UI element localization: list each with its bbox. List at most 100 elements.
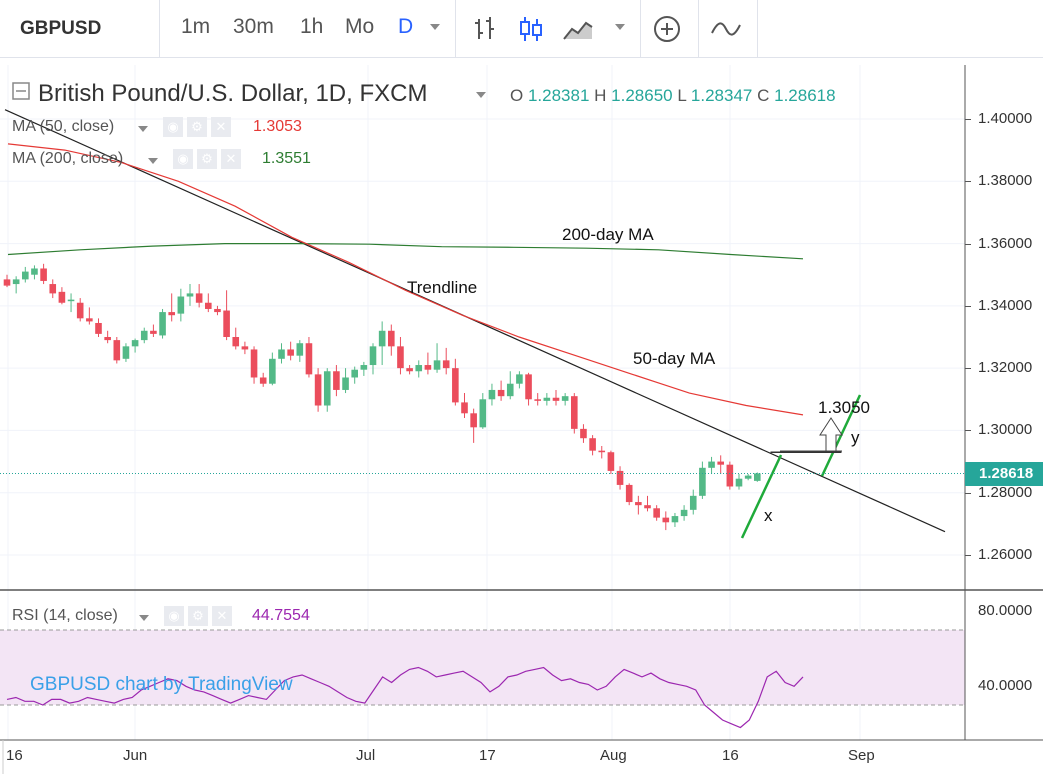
candle-body <box>644 505 651 509</box>
candle-body <box>735 478 743 487</box>
chart-area[interactable] <box>0 58 1043 774</box>
ma50-controls: ◉ ⚙ ✕ <box>163 117 235 137</box>
close-icon[interactable]: ✕ <box>212 606 232 626</box>
candle <box>488 383 496 406</box>
chart-style-dropdown-icon[interactable] <box>615 24 625 30</box>
low-value: 1.28347 <box>690 86 753 105</box>
candle-body <box>470 413 477 428</box>
candle <box>662 511 670 531</box>
candle-body <box>543 397 551 401</box>
candle <box>433 343 441 373</box>
timeframe-1m[interactable]: 1m <box>181 15 211 38</box>
candle <box>424 352 432 375</box>
close-icon[interactable]: ✕ <box>221 149 241 169</box>
candle <box>287 341 294 361</box>
candle-body <box>278 349 285 359</box>
candle <box>699 461 706 499</box>
candle <box>122 343 130 362</box>
gear-icon[interactable]: ⚙ <box>188 606 208 626</box>
candle-body <box>479 399 487 428</box>
candle-body <box>296 343 304 356</box>
candle-body <box>269 358 276 384</box>
rsi-legend-value: 44.7554 <box>252 607 310 624</box>
open-label: O <box>510 86 524 105</box>
ma50-dropdown-icon[interactable] <box>138 126 148 132</box>
symbol-label: GBPUSD <box>20 18 102 39</box>
symbol-search[interactable]: GBPUSD <box>0 0 160 58</box>
candle-body <box>754 473 761 481</box>
candle <box>223 290 230 341</box>
candle-body <box>561 396 569 401</box>
candle <box>708 456 715 475</box>
legend-dropdown-icon[interactable] <box>476 92 486 98</box>
candle <box>314 368 322 412</box>
time-tick-label: Jun <box>123 747 148 764</box>
price-tick-mark <box>965 492 971 494</box>
candle <box>168 293 175 322</box>
indicators-icon[interactable] <box>710 13 742 45</box>
top-toolbar: GBPUSD 1m 30m 1h Mo D <box>0 0 1043 58</box>
candle <box>131 338 139 353</box>
ma200-legend-name[interactable]: MA (200, close) <box>12 150 124 167</box>
pane-collapse-icon[interactable] <box>12 82 30 105</box>
candle-body <box>49 284 57 294</box>
y-annotation: y <box>851 428 860 447</box>
rsi-controls: ◉ ⚙ ✕ <box>164 606 236 626</box>
candle <box>680 505 688 521</box>
gear-icon[interactable]: ⚙ <box>187 117 207 137</box>
candle-body <box>516 374 523 384</box>
eye-icon[interactable]: ◉ <box>163 117 183 137</box>
timeframe-d[interactable]: D <box>398 15 414 38</box>
candle <box>150 324 157 337</box>
candle <box>397 337 404 375</box>
ma50-legend-name[interactable]: MA (50, close) <box>12 118 115 135</box>
candle-body <box>397 346 404 369</box>
candle <box>442 347 450 375</box>
timeframe-mo[interactable]: Mo <box>345 15 375 38</box>
timeframe-dropdown-icon[interactable] <box>430 24 440 30</box>
candle <box>67 293 75 313</box>
candle-body <box>580 428 587 439</box>
tradingview-watermark[interactable]: GBPUSD chart by TradingView <box>30 674 293 695</box>
price-tick-mark <box>965 430 971 432</box>
add-compare-icon[interactable] <box>651 13 683 45</box>
last-price-label: 1.28618 <box>965 462 1043 486</box>
candle <box>296 340 304 362</box>
price-tick-label: 1.30000 <box>978 421 1033 439</box>
price-tick-label: 1.34000 <box>978 296 1033 314</box>
rsi-dropdown-icon[interactable] <box>139 615 149 621</box>
candle-body <box>708 461 715 468</box>
ma200-annotation: 200-day MA <box>562 225 654 244</box>
timeframe-30m[interactable]: 30m <box>233 15 274 38</box>
eye-icon[interactable]: ◉ <box>164 606 184 626</box>
ma200-dropdown-icon[interactable] <box>148 158 158 164</box>
rsi-band <box>0 630 965 705</box>
candle <box>717 455 724 475</box>
candle-body <box>369 346 377 366</box>
candle <box>598 446 606 459</box>
candle-body <box>452 368 459 403</box>
candle <box>177 288 185 322</box>
ma200-legend-value: 1.3551 <box>262 150 311 167</box>
eye-icon[interactable]: ◉ <box>173 149 193 169</box>
bar-style-icon[interactable] <box>470 13 502 45</box>
candle <box>607 450 615 475</box>
time-tick-label: Aug <box>600 747 627 764</box>
candle-body <box>131 340 139 347</box>
candle <box>205 293 212 313</box>
rsi-legend-name[interactable]: RSI (14, close) <box>12 607 118 624</box>
candle-body <box>95 322 102 334</box>
candle-body <box>589 438 596 451</box>
candle-style-icon[interactable] <box>515 13 547 45</box>
ma50-line <box>7 143 804 416</box>
timeframe-1h[interactable]: 1h <box>300 15 324 38</box>
candle <box>580 424 587 443</box>
area-style-icon[interactable] <box>562 13 594 45</box>
gear-icon[interactable]: ⚙ <box>197 149 217 169</box>
candle-body <box>571 396 578 429</box>
close-icon[interactable]: ✕ <box>211 117 231 137</box>
candle-body <box>635 502 642 506</box>
candle <box>22 266 29 283</box>
candle-body <box>424 365 432 370</box>
candle <box>388 324 395 356</box>
